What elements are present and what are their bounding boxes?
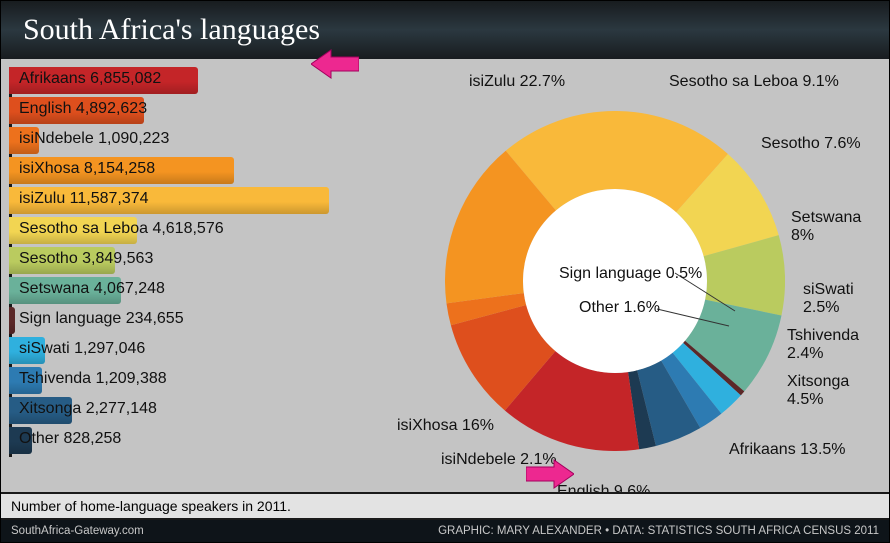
- bar-row: English 4,892,623: [9, 97, 349, 126]
- bar-row: Sesotho 3,849,563: [9, 247, 349, 276]
- slice-label: Other 1.6%: [579, 299, 660, 317]
- slice-label: isiXhosa 16%: [397, 417, 494, 435]
- bar-row: isiNdebele 1,090,223: [9, 127, 349, 156]
- bar-fill: [9, 307, 15, 334]
- bar-row: Setswana 4,067,248: [9, 277, 349, 306]
- callout-arrow-icon: [311, 48, 359, 80]
- footer-text: Number of home-language speakers in 2011…: [11, 498, 291, 514]
- credits-bar: SouthAfrica-Gateway.com GRAPHIC: MARY AL…: [1, 520, 889, 542]
- bar-row: isiZulu 11,587,374: [9, 187, 349, 216]
- bar-chart: Afrikaans 6,855,082 English 4,892,623 isiN…: [9, 67, 349, 457]
- bar-row: Afrikaans 6,855,082: [9, 67, 349, 96]
- bar-label: English 4,892,623: [19, 100, 147, 118]
- slice-label: Sign language 0.5%: [559, 265, 702, 283]
- credit-left: SouthAfrica-Gateway.com: [11, 525, 144, 537]
- bar-row: Xitsonga 2,277,148: [9, 397, 349, 426]
- bar-row: Sesotho sa Leboa 4,618,576: [9, 217, 349, 246]
- slice-label: Sesotho sa Leboa 9.1%: [669, 73, 839, 91]
- slice-label: isiZulu 22.7%: [469, 73, 565, 91]
- title-bar: South Africa's languages: [1, 1, 889, 59]
- bar-label: isiXhosa 8,154,258: [19, 160, 155, 178]
- bar-label: Sesotho 3,849,563: [19, 250, 153, 268]
- bar-label: Afrikaans 6,855,082: [19, 70, 161, 88]
- callout-arrow-icon: [526, 458, 574, 490]
- bar-label: Tshivenda 1,209,388: [19, 370, 167, 388]
- bar-row: Other 828,258: [9, 427, 349, 456]
- slice-label: siSwati2.5%: [803, 281, 854, 318]
- page-title: South Africa's languages: [23, 13, 320, 47]
- infographic-frame: South Africa's languages Afrikaans 6,855…: [0, 0, 890, 543]
- bar-label: siSwati 1,297,046: [19, 340, 145, 358]
- bar-row: Sign language 234,655: [9, 307, 349, 336]
- footer-note: Number of home-language speakers in 2011…: [1, 492, 889, 520]
- bar-label: Sesotho sa Leboa 4,618,576: [19, 220, 224, 238]
- bar-label: Xitsonga 2,277,148: [19, 400, 157, 418]
- slice-label: Xitsonga4.5%: [787, 373, 849, 410]
- slice-label: Sesotho 7.6%: [761, 135, 861, 153]
- bar-label: Sign language 234,655: [19, 310, 184, 328]
- bar-label: isiZulu 11,587,374: [19, 190, 149, 208]
- bar-row: Tshivenda 1,209,388: [9, 367, 349, 396]
- slice-label: Tshivenda2.4%: [787, 327, 859, 364]
- bar-label: Setswana 4,067,248: [19, 280, 165, 298]
- bar-row: isiXhosa 8,154,258: [9, 157, 349, 186]
- donut-chart: isiZulu 22.7% Sesotho sa Leboa 9.1% Sesoth…: [379, 65, 869, 497]
- credit-right: GRAPHIC: MARY ALEXANDER • DATA: STATISTI…: [438, 525, 879, 537]
- slice-label: Setswana8%: [791, 209, 861, 246]
- content-area: Afrikaans 6,855,082 English 4,892,623 isiN…: [1, 59, 889, 506]
- bar-row: siSwati 1,297,046: [9, 337, 349, 366]
- bar-label: isiNdebele 1,090,223: [19, 130, 169, 148]
- bar-label: Other 828,258: [19, 430, 121, 448]
- slice-label: Afrikaans 13.5%: [729, 441, 846, 459]
